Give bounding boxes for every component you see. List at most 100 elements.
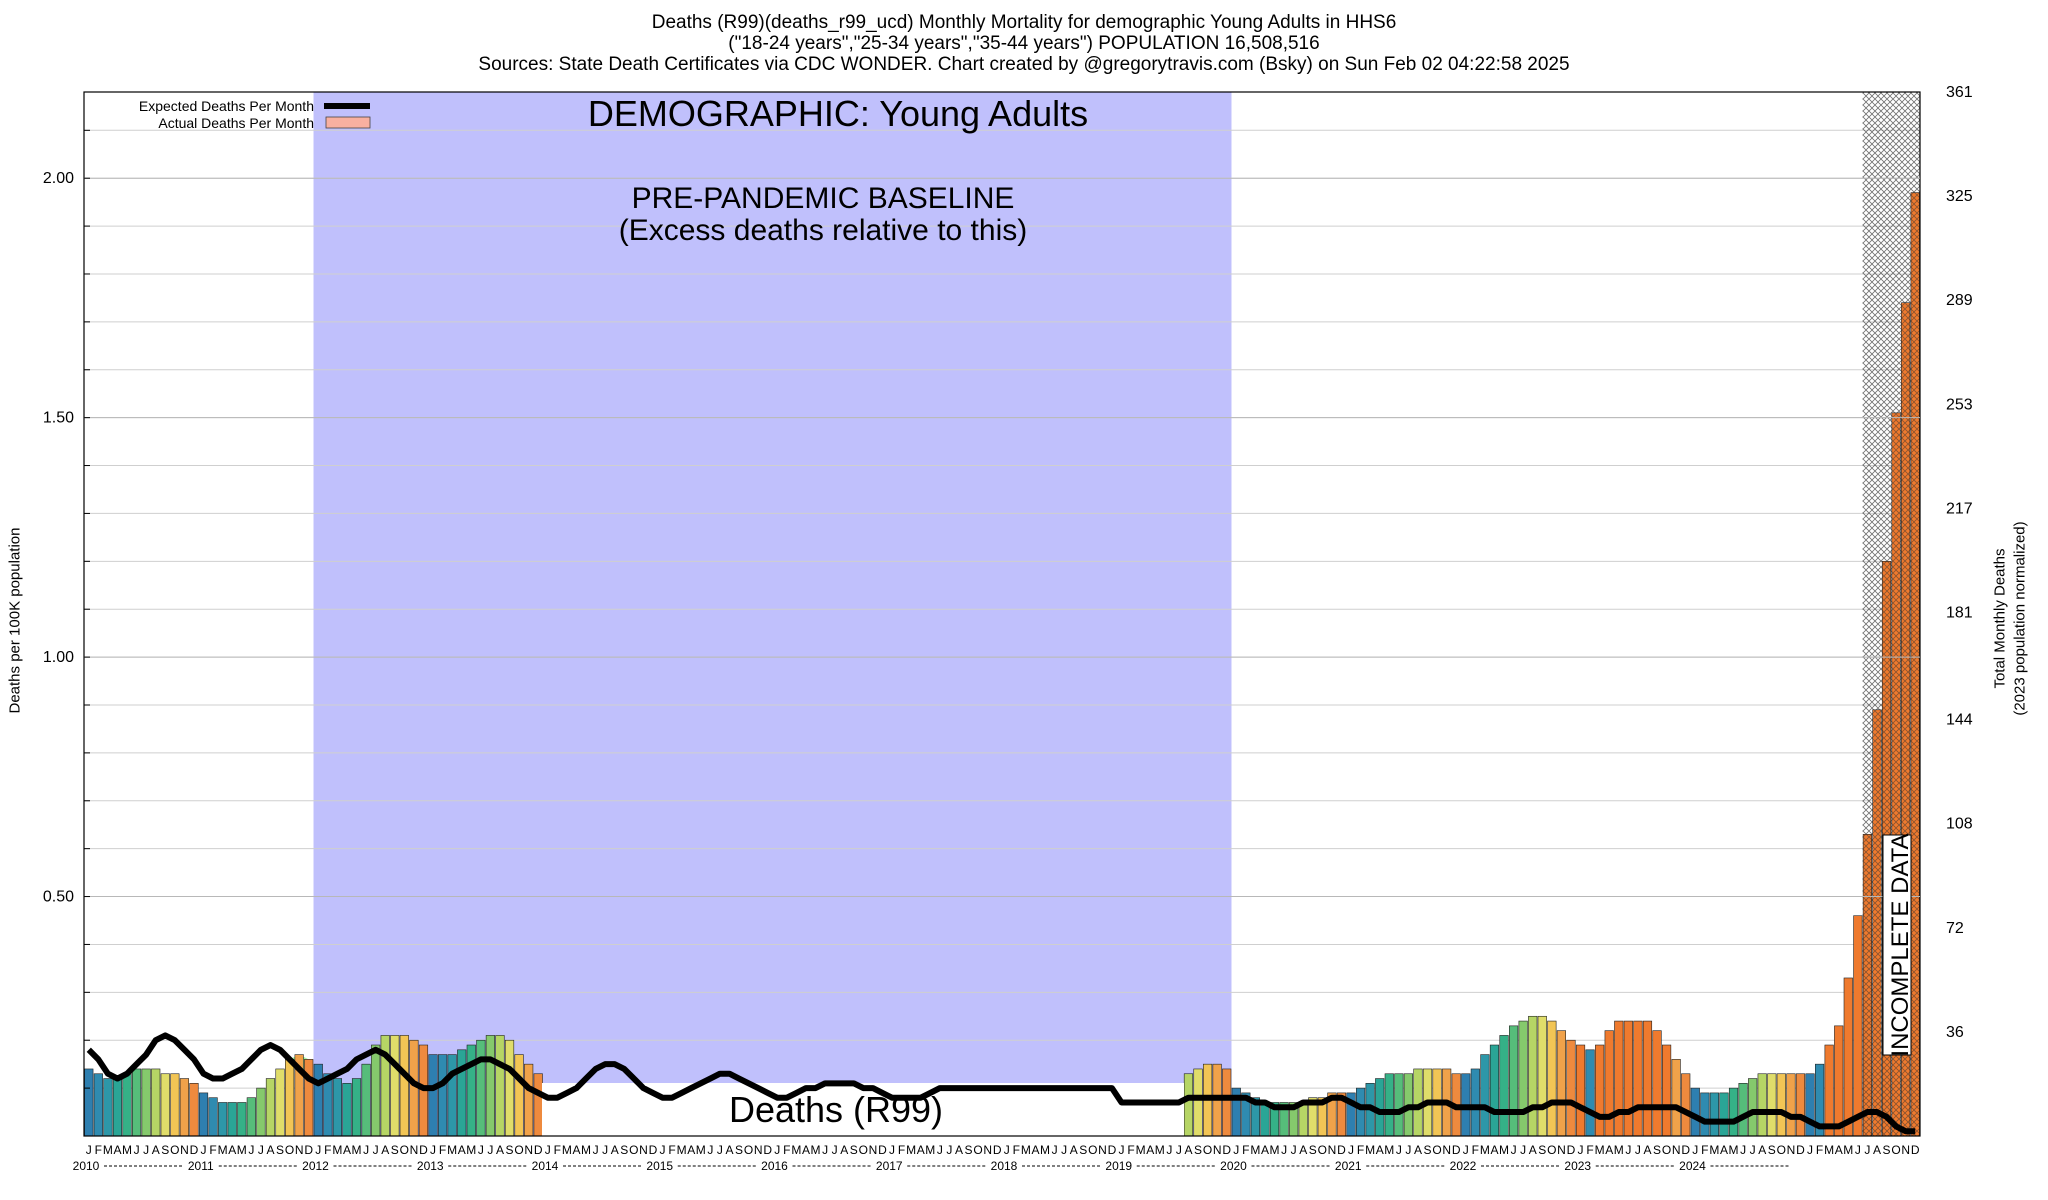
expected-line (86, 1032, 1916, 1135)
x-month-label: A (1299, 1143, 1307, 1157)
bar (1193, 1068, 1203, 1137)
bar (514, 1054, 524, 1137)
bar (103, 1078, 113, 1137)
x-month-label: M (1270, 1143, 1280, 1157)
x-month-label: J (1405, 1143, 1411, 1157)
bar (313, 1063, 323, 1137)
x-month-label: M (103, 1143, 113, 1157)
bar (524, 1063, 534, 1137)
x-month-label: M (218, 1143, 228, 1157)
x-month-label: M (696, 1143, 706, 1157)
bar (1728, 1087, 1739, 1137)
x-year-label: 2015 (646, 1159, 673, 1173)
x-month-label: N (754, 1143, 763, 1157)
x-month-label: N (639, 1143, 648, 1157)
x-month-label: O (1547, 1143, 1556, 1157)
x-month-label: A (611, 1143, 619, 1157)
baseline-annotation-line1: PRE-PANDEMIC BASELINE (632, 182, 1015, 215)
bar (1834, 1025, 1844, 1137)
bar (504, 1039, 515, 1137)
bar (256, 1087, 266, 1137)
baseline-annotation-line2: (Excess deaths relative to this) (619, 214, 1028, 247)
bar (1748, 1078, 1758, 1137)
x-month-label: N (1098, 1143, 1107, 1157)
x-month-label: J (315, 1143, 321, 1157)
x-month-label: J (1578, 1143, 1584, 1157)
x-month-label: O (1662, 1143, 1671, 1157)
bar (1298, 1102, 1308, 1137)
x-month-label: J (248, 1143, 254, 1157)
x-month-label: J (1348, 1143, 1354, 1157)
x-month-label: O (1318, 1143, 1327, 1157)
bar (1556, 1030, 1566, 1137)
x-month-label: D (1222, 1143, 1231, 1157)
x-month-label: S (391, 1143, 399, 1157)
x-month-label: J (1511, 1143, 1517, 1157)
x-month-label: S (506, 1143, 514, 1157)
x-month-label: F (668, 1143, 675, 1157)
x-month-label: A (1184, 1143, 1192, 1157)
chart-title-line2: ("18-24 years","25-34 years","35-44 year… (728, 33, 1320, 54)
x-month-label: A (496, 1143, 504, 1157)
bar (1480, 1054, 1490, 1137)
bar (275, 1068, 285, 1137)
bar (1183, 1073, 1194, 1137)
x-month-label: F (1816, 1143, 1823, 1157)
bar (132, 1068, 142, 1137)
x-month-label: A (917, 1143, 925, 1157)
x-month-label: N (295, 1143, 304, 1157)
x-month-label: A (1261, 1143, 1269, 1157)
x-month-label: M (466, 1143, 476, 1157)
x-month-label: N (524, 1143, 533, 1157)
bar (1757, 1073, 1767, 1137)
x-month-label: D (1911, 1143, 1920, 1157)
x-month-label: J (660, 1143, 666, 1157)
x-month-label: J (1864, 1143, 1870, 1157)
x-month-label: M (562, 1143, 572, 1157)
bar (1394, 1073, 1404, 1137)
x-month-label: M (791, 1143, 801, 1157)
x-month-label: D (419, 1143, 428, 1157)
bar (179, 1078, 189, 1137)
chart-title-line3: Sources: State Death Certificates via CD… (478, 54, 1570, 75)
x-month-label: M (1136, 1143, 1146, 1157)
x-month-label: J (1061, 1143, 1067, 1157)
x-month-label: O (285, 1143, 294, 1157)
x-month-label: J (86, 1143, 92, 1157)
chart-title-line1: Deaths (R99)(deaths_r99_ucd) Monthly Mor… (651, 12, 1397, 33)
x-month-label: N (1442, 1143, 1451, 1157)
bar (189, 1083, 199, 1137)
plot-frame (83, 91, 1921, 1137)
x-month-label: M (1155, 1143, 1165, 1157)
x-month-label: A (1835, 1143, 1843, 1157)
x-month-label: N (1901, 1143, 1910, 1157)
x-month-label: A (1720, 1143, 1728, 1157)
bar (1681, 1073, 1691, 1137)
y2-tick-label: 72 (1946, 920, 1964, 937)
x-month-label: J (1166, 1143, 1172, 1157)
y-tick-label: 0.50 (43, 889, 74, 906)
bar (361, 1063, 371, 1137)
bar (371, 1044, 381, 1137)
x-month-label: D (1337, 1143, 1346, 1157)
y2-tick-label: 36 (1946, 1024, 1964, 1041)
bar (466, 1044, 476, 1137)
y2-tick-label: 361 (1946, 84, 1973, 101)
bar (438, 1054, 448, 1137)
bar-hatch (1910, 192, 1920, 1137)
x-month-label: A (955, 1143, 963, 1157)
x-month-label: A (840, 1143, 848, 1157)
bar (285, 1059, 295, 1137)
x-month-label: A (1070, 1143, 1078, 1157)
x-month-label: N (1557, 1143, 1566, 1157)
x-month-label: J (1750, 1143, 1756, 1157)
x-month-label: F (1127, 1143, 1134, 1157)
x-month-label: M (1384, 1143, 1394, 1157)
x-month-label: A (802, 1143, 810, 1157)
bar-hatch (1863, 834, 1872, 1136)
bar (208, 1097, 218, 1137)
x-month-label: M (447, 1143, 457, 1157)
y2-tick-label: 253 (1946, 396, 1973, 413)
bar (265, 1078, 276, 1137)
x-month-label: A (687, 1143, 695, 1157)
